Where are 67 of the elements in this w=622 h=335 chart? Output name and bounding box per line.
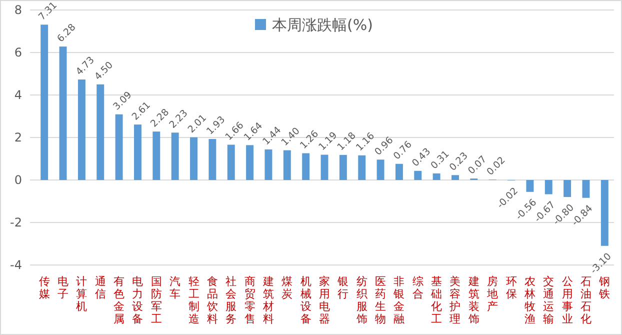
bar [246,145,254,180]
bar [302,153,310,180]
x-tick-label: 社会服务 [226,275,237,326]
bar [264,149,272,180]
bar [40,24,48,180]
x-tick-label: 电力设备 [132,275,144,326]
x-tick-label: 农林牧渔 [523,275,536,326]
bar [358,155,366,180]
x-tick-label: 美容护理 [448,275,461,326]
legend-label: 本周涨跌幅(%) [272,16,373,34]
x-tick-label: 公用事业 [562,275,573,326]
bar [600,180,608,246]
bar [339,154,347,180]
y-tick-label: 4 [14,88,22,102]
x-tick-label: 家用电器 [319,275,330,326]
bar [452,175,459,180]
bar [564,180,572,197]
x-tick-label: 建筑装饰 [467,275,480,326]
bar [283,150,291,180]
bar [526,180,534,192]
bar [134,124,142,180]
x-tick-label: 计算机 [76,275,88,313]
x-tick-label: 国防军工 [150,275,162,326]
x-tick-label: 房地产 [486,275,498,313]
bar [152,132,160,180]
bar [115,114,123,180]
x-tick-label: 综合 [412,275,424,300]
y-tick-label: -4 [10,258,22,272]
x-tick-label: 商贸零售 [244,275,256,326]
x-tick-label: 基础化工 [430,275,442,326]
x-tick-label: 纺织服饰 [355,275,368,326]
y-tick-label: 0 [14,173,22,188]
x-tick-label: 汽车 [170,275,181,300]
x-tick-label: 银行 [336,275,349,300]
bar [208,138,216,180]
x-tick-label: 机械设备 [300,275,312,326]
bar [171,132,179,180]
bar [395,164,403,180]
x-tick-label: 石油石化 [580,275,592,326]
bar [190,137,198,180]
x-tick-label: 环保 [506,275,517,300]
bar [320,154,328,180]
bar [96,84,104,180]
bar [59,46,67,180]
bar [414,170,422,180]
x-tick-label: 通信 [94,275,106,300]
bar [78,79,86,180]
y-tick-label: 6 [14,46,22,60]
y-tick-label: 8 [14,3,22,18]
bar [582,180,590,198]
y-tick-label: -2 [10,216,22,230]
bar [227,144,235,180]
x-tick-label: 食品饮料 [206,275,218,326]
x-tick-label: 非银金融 [392,275,405,326]
bar [544,180,552,194]
bar [376,160,384,180]
x-tick-label: 有色金属 [114,275,125,326]
x-tick-label: 传媒 [38,275,50,300]
x-tick-label: 电子 [58,275,69,300]
x-tick-label: 钢铁 [598,275,610,300]
x-tick-label: 轻工制造 [188,275,200,326]
x-tick-label: 煤炭 [282,275,293,300]
bar [432,173,440,180]
x-tick-label: 建筑材料 [262,275,274,326]
y-tick-label: 2 [14,130,22,145]
x-tick-label: 交通运输 [543,275,554,326]
x-tick-label: 医药生物 [375,275,386,326]
